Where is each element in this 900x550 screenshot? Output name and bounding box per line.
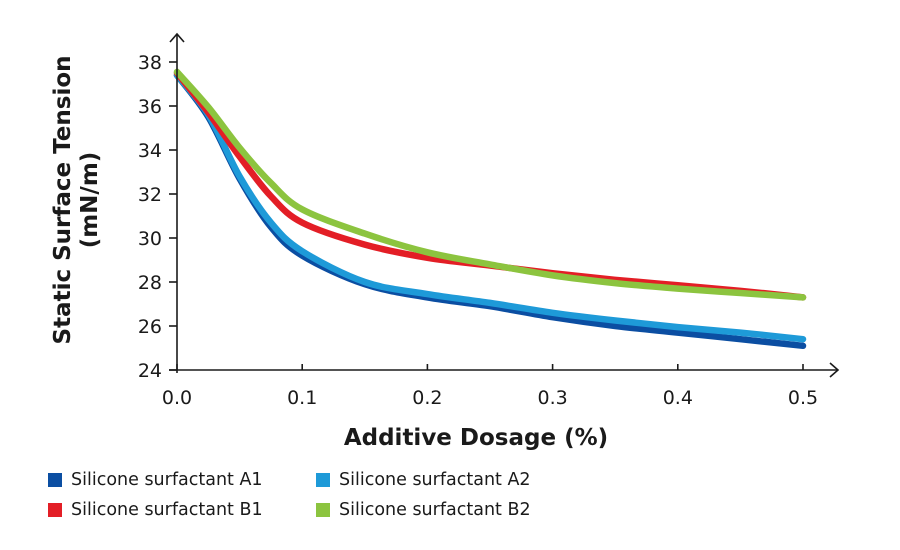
y-tick-label: 38 — [138, 52, 162, 74]
legend-swatch-b2 — [316, 503, 330, 517]
y-axis-title-line2: (mN/m) — [77, 152, 103, 249]
x-tick-label: 0.3 — [537, 387, 567, 409]
y-tick-label: 24 — [138, 360, 162, 382]
legend-swatch-a1 — [48, 473, 62, 487]
legend-swatch-b1 — [48, 503, 62, 517]
x-tick-label: 0.0 — [162, 387, 192, 409]
legend: Silicone surfactant A1 Silicone surfacta… — [48, 470, 576, 520]
series-line-b1 — [173, 69, 807, 301]
y-axis-title-line1: Static Surface Tension — [50, 55, 76, 344]
x-tick-label: 0.4 — [663, 387, 693, 409]
x-tick-label: 0.1 — [287, 387, 317, 409]
y-axis-title-group: Static Surface Tension (mN/m) — [50, 55, 103, 344]
legend-label-a1: Silicone surfactant A1 — [71, 470, 263, 490]
axes-layer — [169, 32, 840, 378]
y-tick-label: 26 — [138, 316, 162, 338]
series-layer — [173, 68, 807, 350]
x-axis-title: Additive Dosage (%) — [344, 425, 608, 451]
legend-item-a1: Silicone surfactant A1 — [48, 470, 316, 490]
legend-label-b2: Silicone surfactant B2 — [339, 500, 531, 520]
series-line-a2 — [173, 71, 807, 343]
y-tick-label: 36 — [138, 96, 162, 118]
legend-label-a2: Silicone surfactant A2 — [339, 470, 531, 490]
y-tick-label: 34 — [138, 140, 162, 162]
y-axis-arrow-icon — [169, 32, 185, 43]
x-tick-label: 0.5 — [788, 387, 818, 409]
series-line-b2 — [173, 68, 807, 301]
legend-swatch-a2 — [316, 473, 330, 487]
y-tick-label: 28 — [138, 272, 162, 294]
legend-label-b1: Silicone surfactant B1 — [71, 500, 263, 520]
legend-item-b2: Silicone surfactant B2 — [316, 500, 576, 520]
line-chart: 0.0 0.1 0.2 0.3 0.4 0.5 24 26 28 30 32 34 36 38 Addit… — [50, 32, 840, 451]
y-tick-label: 30 — [138, 228, 162, 250]
legend-item-b1: Silicone surfactant B1 — [48, 500, 316, 520]
legend-item-a2: Silicone surfactant A2 — [316, 470, 576, 490]
ticks-layer: 0.0 0.1 0.2 0.3 0.4 0.5 24 26 28 30 32 34 36 38 — [138, 52, 818, 409]
y-tick-label: 32 — [138, 184, 162, 206]
x-tick-label: 0.2 — [412, 387, 442, 409]
x-axis-arrow-icon — [829, 362, 840, 378]
